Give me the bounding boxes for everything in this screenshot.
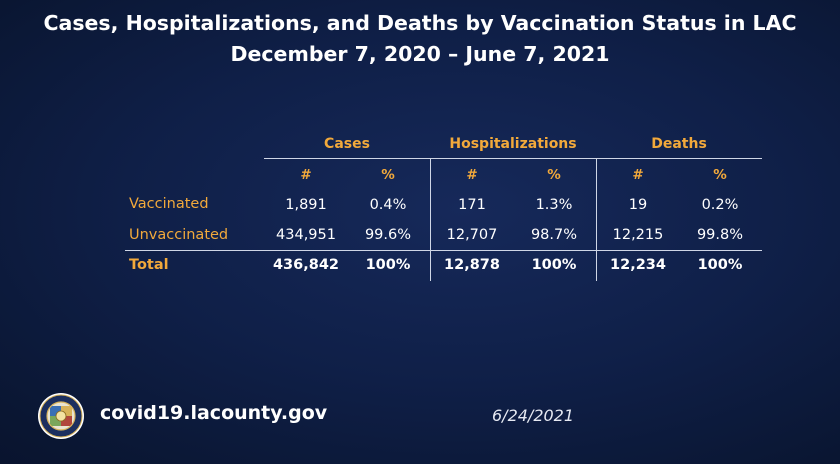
table-cell: 0.2% xyxy=(701,197,739,213)
slide-title: Cases, Hospitalizations, and Deaths by V… xyxy=(0,8,840,70)
table-cell: 12,234 xyxy=(610,257,666,273)
table-cell: 436,842 xyxy=(272,257,340,273)
subheader-cases-count: # xyxy=(300,167,312,183)
table-cell: 99.6% xyxy=(364,227,412,243)
subheader-cases-percent: % xyxy=(381,167,395,183)
table-cell: 100% xyxy=(697,257,743,273)
website-url: covid19.lacounty.gov xyxy=(100,402,328,424)
table-cell: 98.7% xyxy=(530,227,578,243)
row-label-unvaccinated: Unvaccinated xyxy=(129,227,229,243)
group-header-hospitalizations: Hospitalizations xyxy=(449,136,577,152)
table-cell: 0.4% xyxy=(369,197,407,213)
table-cell: 19 xyxy=(628,197,648,213)
table-cell: 12,707 xyxy=(446,227,498,243)
table-cell: 171 xyxy=(458,197,486,213)
table-cell: 12,878 xyxy=(444,257,500,273)
table-cell: 1.3% xyxy=(535,197,573,213)
total-divider xyxy=(125,250,762,251)
table-cell: 100% xyxy=(531,257,577,273)
slide-date: 6/24/2021 xyxy=(492,406,575,425)
group-header-cases: Cases xyxy=(324,136,370,152)
county-seal-icon xyxy=(37,392,85,440)
subheader-hosp-count: # xyxy=(466,167,478,183)
table-cell: 12,215 xyxy=(612,227,664,243)
header-divider xyxy=(264,158,762,159)
column-divider-2 xyxy=(596,159,597,281)
title-line-1: Cases, Hospitalizations, and Deaths by V… xyxy=(43,11,797,35)
table-cell: 100% xyxy=(365,257,411,273)
subheader-hosp-percent: % xyxy=(547,167,561,183)
row-label-vaccinated: Vaccinated xyxy=(129,196,209,212)
table-cell: 434,951 xyxy=(276,227,336,243)
table-cell: 99.8% xyxy=(696,227,744,243)
table-cell: 1,891 xyxy=(285,197,327,213)
group-header-deaths: Deaths xyxy=(651,136,707,152)
column-divider-1 xyxy=(430,159,431,281)
title-line-2: December 7, 2020 – June 7, 2021 xyxy=(230,42,610,66)
row-label-total: Total xyxy=(129,257,169,273)
subheader-deaths-count: # xyxy=(632,167,644,183)
subheader-deaths-percent: % xyxy=(713,167,727,183)
